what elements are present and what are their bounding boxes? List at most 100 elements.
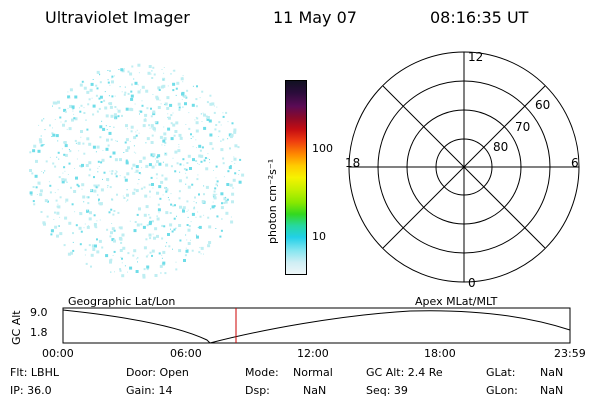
- uv-speckle: [199, 247, 201, 249]
- uv-speckle: [109, 235, 112, 238]
- uv-speckle: [57, 140, 59, 142]
- uv-speckle: [105, 254, 109, 258]
- uv-speckle: [196, 235, 199, 239]
- uv-speckle: [182, 206, 186, 210]
- uv-speckle: [154, 121, 157, 124]
- uv-speckle: [98, 200, 100, 202]
- uv-speckle: [61, 178, 65, 182]
- uv-speckle: [214, 128, 217, 131]
- uv-speckle: [142, 156, 146, 160]
- uv-speckle: [96, 145, 100, 149]
- uv-speckle: [131, 167, 133, 170]
- uv-speckle: [110, 172, 113, 175]
- uv-speckle: [62, 172, 64, 174]
- uv-speckle: [56, 211, 60, 215]
- uv-speckle: [87, 202, 90, 205]
- uv-speckle: [64, 110, 67, 113]
- uv-speckle: [172, 123, 176, 127]
- uv-speckle: [129, 72, 133, 76]
- uv-speckle: [80, 130, 83, 133]
- uv-speckle: [40, 135, 42, 137]
- uv-speckle: [86, 137, 90, 141]
- uv-speckle: [76, 158, 78, 160]
- uv-speckle: [182, 208, 184, 210]
- uv-speckle: [183, 164, 185, 166]
- uv-speckle: [221, 202, 223, 205]
- uv-speckle: [64, 153, 68, 157]
- uv-speckle: [79, 212, 83, 216]
- uv-speckle: [94, 184, 98, 188]
- uv-speckle: [233, 130, 237, 134]
- uv-speckle: [178, 108, 181, 111]
- uv-speckle: [163, 225, 166, 228]
- uv-speckle: [175, 121, 179, 125]
- uv-speckle: [215, 228, 217, 229]
- uv-speckle: [197, 211, 199, 213]
- uv-speckle: [234, 144, 238, 148]
- uv-speckle: [205, 167, 209, 171]
- uv-speckle: [121, 262, 123, 264]
- uv-speckle: [122, 195, 124, 197]
- uv-speckle: [120, 256, 122, 258]
- uv-speckle: [81, 163, 84, 167]
- uv-speckle: [64, 144, 68, 148]
- uv-speckle: [168, 245, 171, 248]
- uv-speckle: [96, 110, 99, 113]
- uv-speckle: [41, 171, 43, 172]
- uv-speckle: [174, 130, 178, 133]
- uv-speckle: [49, 184, 52, 187]
- uv-speckle: [78, 150, 80, 152]
- uv-speckle: [53, 219, 55, 220]
- uv-speckle: [152, 220, 154, 223]
- uv-speckle: [130, 97, 134, 101]
- uv-speckle: [153, 73, 156, 76]
- uv-speckle: [67, 95, 71, 99]
- uv-speckle: [146, 265, 150, 269]
- uv-speckle: [162, 139, 166, 143]
- uv-speckle: [155, 163, 157, 165]
- uv-speckle: [135, 189, 139, 193]
- uv-speckle: [111, 238, 115, 242]
- uv-speckle: [29, 169, 32, 172]
- uv-speckle: [175, 122, 177, 124]
- uv-speckle: [210, 208, 212, 210]
- status-glon-label: GLon:: [486, 384, 518, 397]
- uv-speckle: [149, 127, 151, 129]
- uv-speckle: [121, 114, 123, 117]
- uv-speckle: [89, 88, 93, 92]
- uv-speckle: [74, 95, 78, 99]
- uv-speckle: [161, 69, 163, 70]
- uv-speckle: [170, 193, 172, 195]
- uv-speckle: [186, 211, 188, 212]
- uv-speckle: [178, 190, 181, 193]
- status-mode-label: Mode:: [245, 366, 279, 379]
- uv-speckle: [109, 105, 113, 109]
- uv-speckle: [203, 126, 207, 130]
- uv-speckle: [83, 112, 86, 114]
- uv-speckle: [199, 149, 202, 152]
- uv-speckle: [107, 81, 110, 84]
- uv-speckle: [116, 140, 118, 142]
- uv-speckle: [143, 246, 147, 250]
- uv-speckle: [213, 105, 215, 107]
- uv-speckle: [207, 157, 209, 159]
- uv-speckle: [57, 151, 60, 154]
- uv-speckle: [184, 102, 187, 106]
- uv-speckle: [97, 160, 100, 163]
- uv-speckle: [122, 246, 126, 250]
- uv-speckle: [152, 110, 156, 114]
- uv-speckle: [196, 117, 199, 120]
- uv-speckle: [102, 150, 104, 151]
- uv-speckle: [211, 147, 214, 150]
- uv-speckle: [186, 200, 189, 203]
- polar-ring-label-70: 70: [515, 120, 530, 134]
- uv-speckle: [178, 249, 182, 253]
- uv-speckle: [198, 193, 200, 196]
- uv-speckle: [181, 77, 183, 79]
- uv-speckle: [101, 120, 103, 122]
- uv-speckle: [55, 134, 59, 138]
- uv-speckle: [165, 190, 168, 193]
- uv-speckle: [164, 177, 168, 181]
- uv-speckle: [93, 189, 97, 193]
- uv-speckle: [185, 247, 187, 249]
